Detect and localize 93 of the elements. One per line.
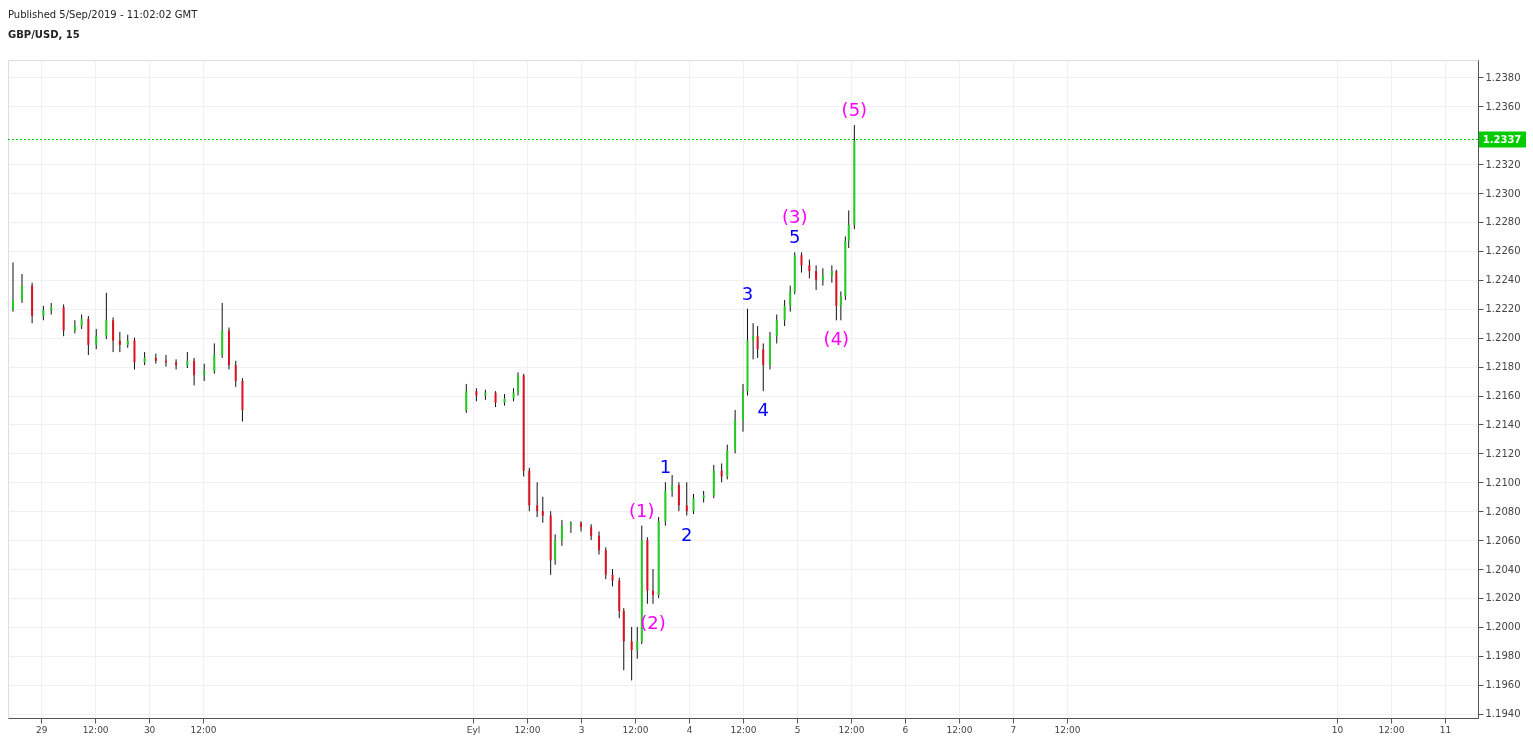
x-tick-label: 11: [1439, 724, 1452, 735]
candlestick: [598, 530, 601, 556]
annotation: (5): [841, 99, 868, 121]
annotation: 3: [741, 282, 754, 304]
candlestick: [560, 519, 563, 547]
x-tick-label: 7: [1010, 724, 1017, 735]
candlestick: [517, 371, 520, 397]
chart-title: GBP/USD, 15: [8, 29, 80, 40]
x-tick-label: 12:00: [190, 724, 217, 735]
y-tick-label: 1.2360: [1485, 100, 1521, 112]
y-tick-label: 1.2100: [1485, 476, 1521, 488]
x-tick-label: 12:00: [1054, 724, 1081, 735]
annotation: 1: [659, 456, 672, 478]
candlestick: [636, 626, 639, 660]
y-tick-label: 1.2320: [1485, 158, 1521, 170]
candlestick: [839, 290, 842, 321]
y-tick-label: 1.2140: [1485, 418, 1521, 430]
x-tick-label: 12:00: [622, 724, 649, 735]
candlestick: [815, 264, 818, 291]
annotation: (3): [781, 206, 808, 228]
candlestick: [193, 357, 196, 386]
annotation: 2: [681, 523, 693, 545]
candlestick: [95, 328, 98, 350]
y-tick-label: 1.2260: [1485, 245, 1521, 257]
x-tick-label: 10: [1331, 724, 1344, 735]
annotation: (4): [823, 328, 850, 350]
candlestick: [685, 481, 688, 517]
x-tick-label: 29: [35, 724, 48, 735]
y-tick-label: 1.1980: [1485, 650, 1521, 662]
candlestick: [234, 360, 237, 388]
y-tick-label: 1.2280: [1485, 216, 1521, 228]
candlestick: [677, 481, 680, 512]
candlestick: [213, 342, 216, 375]
candlestick: [112, 316, 115, 353]
candlestick: [756, 325, 759, 359]
candlestick: [769, 331, 771, 370]
y-tick-label: 1.2240: [1485, 274, 1521, 286]
candlestick: [541, 496, 544, 524]
candlestick: [847, 209, 850, 249]
y-tick-label: 1.2200: [1485, 332, 1521, 344]
x-tick-label: 6: [902, 724, 909, 735]
x-tick-label: 12:00: [838, 724, 865, 735]
candlestick: [12, 261, 14, 313]
candlestick: [742, 383, 744, 433]
candlestick: [62, 303, 65, 337]
candlestick: [752, 322, 755, 360]
y-tick-label: 1.2080: [1485, 505, 1521, 517]
candlestick: [536, 481, 539, 518]
candlestick: [569, 520, 572, 534]
candlestick: [630, 626, 633, 681]
y-tick-label: 1.2220: [1485, 303, 1521, 315]
y-tick-label: 1.2180: [1485, 361, 1521, 373]
y-tick-label: 1.2020: [1485, 592, 1521, 604]
annotation: 5: [789, 226, 801, 248]
candlestick: [821, 267, 824, 287]
y-tick-label: 1.2380: [1485, 71, 1521, 83]
candlestick: [692, 493, 695, 515]
text: Published 5/Sep/2019 - 11:02:02 GMT: [8, 9, 199, 20]
candlestick: [465, 383, 468, 414]
x-tick-label: 12:00: [730, 724, 757, 735]
x-tick-label: 30: [143, 724, 156, 735]
y-tick-label: 1.2120: [1485, 447, 1521, 459]
candlestick: [554, 533, 557, 566]
y-tick-label: 1.2060: [1485, 534, 1521, 546]
annotation: 4: [757, 399, 769, 421]
candlestick: [671, 474, 674, 498]
candlestick: [133, 337, 136, 370]
x-tick-label: 4: [686, 724, 693, 735]
x-tick-label: 12:00: [514, 724, 541, 735]
candlestick: [808, 259, 811, 279]
y-tick-label: 1.1960: [1485, 679, 1521, 691]
candlestick: [105, 292, 108, 340]
candlestick: [154, 353, 157, 365]
y-tick-label: 1.2040: [1485, 563, 1521, 575]
x-tick-label: Eyl: [466, 724, 481, 735]
x-tick-label: 12:00: [82, 724, 109, 735]
x-tick-label: 5: [794, 724, 801, 735]
ref-line-label: 1.2337: [1482, 133, 1522, 145]
candlestick: [175, 358, 178, 370]
y-tick-label: 1.2000: [1485, 621, 1521, 633]
y-tick-label: 1.1940: [1485, 708, 1521, 720]
candlestick: [775, 314, 778, 344]
y-tick-label: 1.2300: [1485, 187, 1521, 199]
candlestick: [762, 342, 765, 392]
x-tick-label: 3: [578, 724, 585, 735]
annotation: (1): [629, 499, 655, 521]
x-tick-label: 12:00: [1378, 724, 1405, 735]
x-tick-label: 12:00: [946, 724, 973, 735]
y-tick-label: 1.2160: [1485, 390, 1521, 402]
candlestick: [789, 285, 792, 313]
candlestick: [800, 251, 803, 274]
candlestick: [21, 273, 23, 304]
candlestick: [783, 299, 786, 327]
